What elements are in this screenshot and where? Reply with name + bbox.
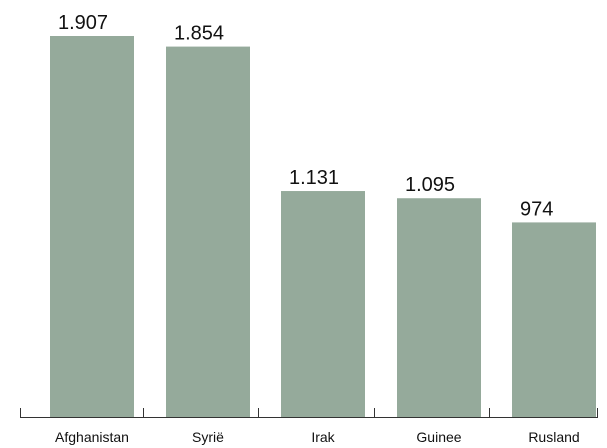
- x-tick-labels-group: Afghanistan Syrië Irak Guinee Rusland: [55, 429, 580, 445]
- x-tick-label-4: Rusland: [528, 429, 579, 445]
- x-tick-label-0: Afghanistan: [55, 429, 129, 445]
- x-ticks-group: [20, 408, 598, 418]
- x-tick-label-1: Syrië: [192, 429, 224, 445]
- bar-4: [512, 222, 596, 417]
- bar-value-label-2: 1.131: [289, 167, 339, 189]
- bar-value-label-0: 1.907: [58, 12, 108, 34]
- value-labels-group: 1.907 1.854 1.131 1.095 974: [58, 12, 553, 220]
- bars-group: [50, 36, 596, 418]
- bar-3: [397, 198, 481, 417]
- x-tick-label-2: Irak: [311, 429, 335, 445]
- bar-2: [281, 191, 365, 417]
- bar-1: [166, 46, 250, 418]
- x-tick-label-3: Guinee: [416, 429, 461, 445]
- bar-value-label-1: 1.854: [174, 23, 224, 45]
- bar-0: [50, 36, 134, 417]
- bar-value-label-4: 974: [520, 198, 553, 220]
- bar-value-label-3: 1.095: [405, 174, 455, 196]
